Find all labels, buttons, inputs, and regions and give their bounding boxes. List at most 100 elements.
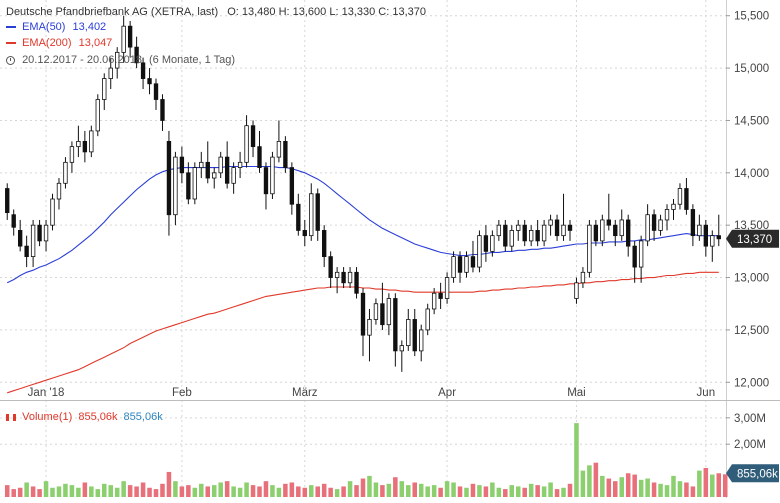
volume-bar [89, 486, 94, 497]
candle-body [224, 156, 230, 184]
y-tick-label: 12,500 [734, 325, 769, 337]
volume-bar [147, 487, 152, 497]
volume-value-blue: 855,06k [123, 411, 163, 423]
price-axis-area [726, 0, 780, 498]
candle-body [360, 292, 366, 336]
candle-body [218, 156, 223, 174]
candle-body [658, 219, 663, 231]
x-tick-label: Feb [172, 387, 192, 399]
volume-bar [373, 482, 379, 497]
last-volume-label: 855,06k [737, 468, 778, 480]
ema200-swatch [6, 42, 16, 45]
volume-label: Volume(1) [22, 411, 73, 423]
volume-bar [211, 485, 217, 497]
candle-body [283, 140, 288, 168]
ema50-value: 13,402 [72, 21, 107, 33]
legend-ema200[interactable]: EMA(200) 13,047 [6, 37, 112, 50]
volume-bar [638, 479, 644, 497]
candle-body [464, 256, 469, 273]
candle-body [160, 99, 165, 121]
volume-bar [509, 485, 515, 497]
volume-bar [11, 489, 16, 497]
volume-bar [477, 485, 482, 497]
volume-bar [82, 482, 88, 497]
volume-bar [50, 487, 55, 497]
ema-line-ema50 [6, 165, 719, 284]
candle-body [541, 224, 547, 242]
last-price-tag [726, 229, 779, 248]
volume-bar [179, 486, 185, 497]
volume-bar [406, 485, 411, 497]
volume-legend: Volume(1) 855,06k 855,06k [6, 411, 163, 424]
volume-tick-label: 2,00M [734, 439, 766, 451]
volume-bar [690, 486, 696, 497]
candle-body [270, 156, 275, 195]
ohlc-readout: O: 13,480 H: 13,600 L: 13,330 C: 13,370 [227, 6, 426, 18]
volume-bar [580, 470, 586, 497]
volume-bar [76, 487, 81, 497]
volume-bar [4, 485, 10, 497]
candle-body [645, 214, 650, 242]
volume-swatch-red [6, 413, 9, 421]
volume-bar [263, 481, 269, 497]
candle-body [63, 161, 68, 184]
volume-bar [69, 485, 75, 497]
volume-bar [186, 485, 191, 497]
candle-body [140, 62, 146, 79]
candle-body [347, 271, 353, 284]
candle-body [638, 240, 644, 268]
candle-body [373, 303, 379, 320]
candle-body [302, 230, 307, 237]
candle-body [522, 224, 527, 242]
candle-body [490, 235, 495, 252]
candle-body [334, 271, 340, 278]
y-tick-label: 14,000 [734, 168, 769, 180]
volume-bar [677, 481, 683, 497]
volume-bar [270, 485, 275, 497]
volume-bar [412, 482, 418, 497]
volume-bar [444, 481, 450, 497]
volume-bar [302, 487, 308, 497]
volume-bar [218, 482, 223, 497]
chart-header: Deutsche Pfandbriefbank AG (XETRA, last)… [6, 6, 426, 19]
volume-bar [289, 482, 295, 497]
volume-bar [328, 487, 333, 497]
volume-bar [30, 486, 36, 497]
legend-ema50[interactable]: EMA(50) 13,402 [6, 21, 106, 34]
candle-body [82, 140, 88, 153]
volume-bar [418, 483, 424, 497]
last-price-label: 13,370 [737, 234, 772, 246]
candle-body [89, 130, 94, 153]
volume-bar [554, 489, 560, 497]
volume-bar [127, 485, 133, 497]
candle-body [179, 156, 185, 174]
candle-body [95, 99, 100, 132]
candle-body [108, 67, 113, 79]
candle-body [192, 167, 197, 200]
volume-bar [561, 487, 566, 497]
y-tick-label: 15,500 [734, 11, 769, 23]
x-tick-label: Apr [438, 387, 456, 399]
candle-body [431, 292, 437, 310]
candle-body [703, 224, 709, 247]
candle-body [212, 172, 217, 179]
volume-bar [205, 486, 211, 497]
volume-bar [671, 475, 676, 497]
volume-bar [140, 482, 146, 497]
volume-bar [522, 487, 527, 497]
candle-body [186, 172, 191, 200]
candle-body [386, 298, 392, 326]
candle-body [671, 203, 676, 210]
volume-bar [224, 481, 230, 497]
volume-bar [645, 478, 650, 497]
volume-bar [24, 482, 29, 497]
x-tick-label: Jan '18 [28, 387, 65, 399]
volume-bar [56, 486, 62, 497]
candle-body [606, 219, 611, 226]
volume-bar [438, 487, 443, 497]
candle-body [147, 78, 152, 85]
volume-bar [296, 486, 301, 497]
volume-bar [367, 475, 372, 497]
volume-bar [567, 483, 573, 497]
candle-body [716, 235, 721, 240]
